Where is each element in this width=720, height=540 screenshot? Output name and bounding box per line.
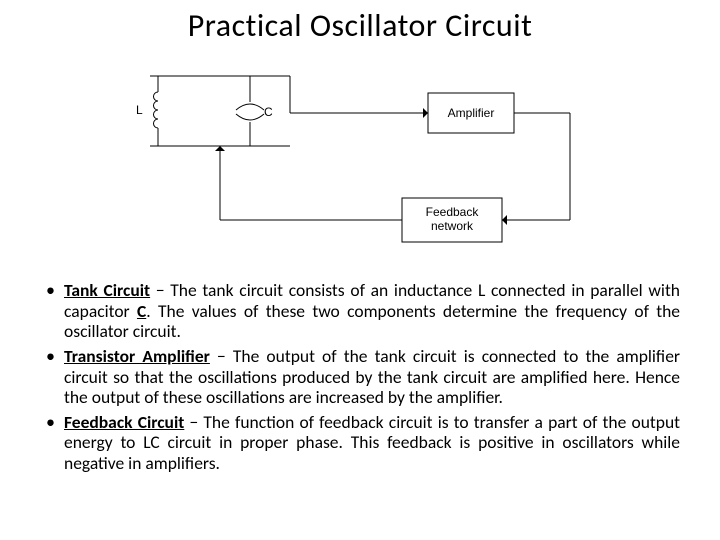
bullet-inline-under: C: [137, 300, 146, 322]
bullet-item: Feedback Circuit − The function of feedb…: [46, 412, 680, 474]
svg-text:L: L: [136, 103, 143, 117]
bullet-label: Feedback Circuit: [64, 411, 184, 433]
bullet-list: Tank Circuit − The tank circuit consists…: [46, 280, 680, 478]
bullet-label: Tank Circuit: [64, 279, 150, 301]
page-title: Practical Oscillator Circuit: [0, 0, 720, 45]
svg-text:C: C: [264, 105, 273, 119]
bullet-label: Transistor Amplifier: [64, 345, 210, 367]
svg-text:network: network: [431, 219, 474, 233]
bullet-tail: . The values of these two components det…: [64, 300, 680, 343]
circuit-diagram: L C Amplifier Feedbacknetwork: [120, 58, 600, 258]
bullet-item: Transistor Amplifier − The output of the…: [46, 346, 680, 408]
svg-text:Amplifier: Amplifier: [448, 106, 495, 120]
bullet-item: Tank Circuit − The tank circuit consists…: [46, 280, 680, 342]
svg-text:Feedback: Feedback: [426, 205, 480, 219]
